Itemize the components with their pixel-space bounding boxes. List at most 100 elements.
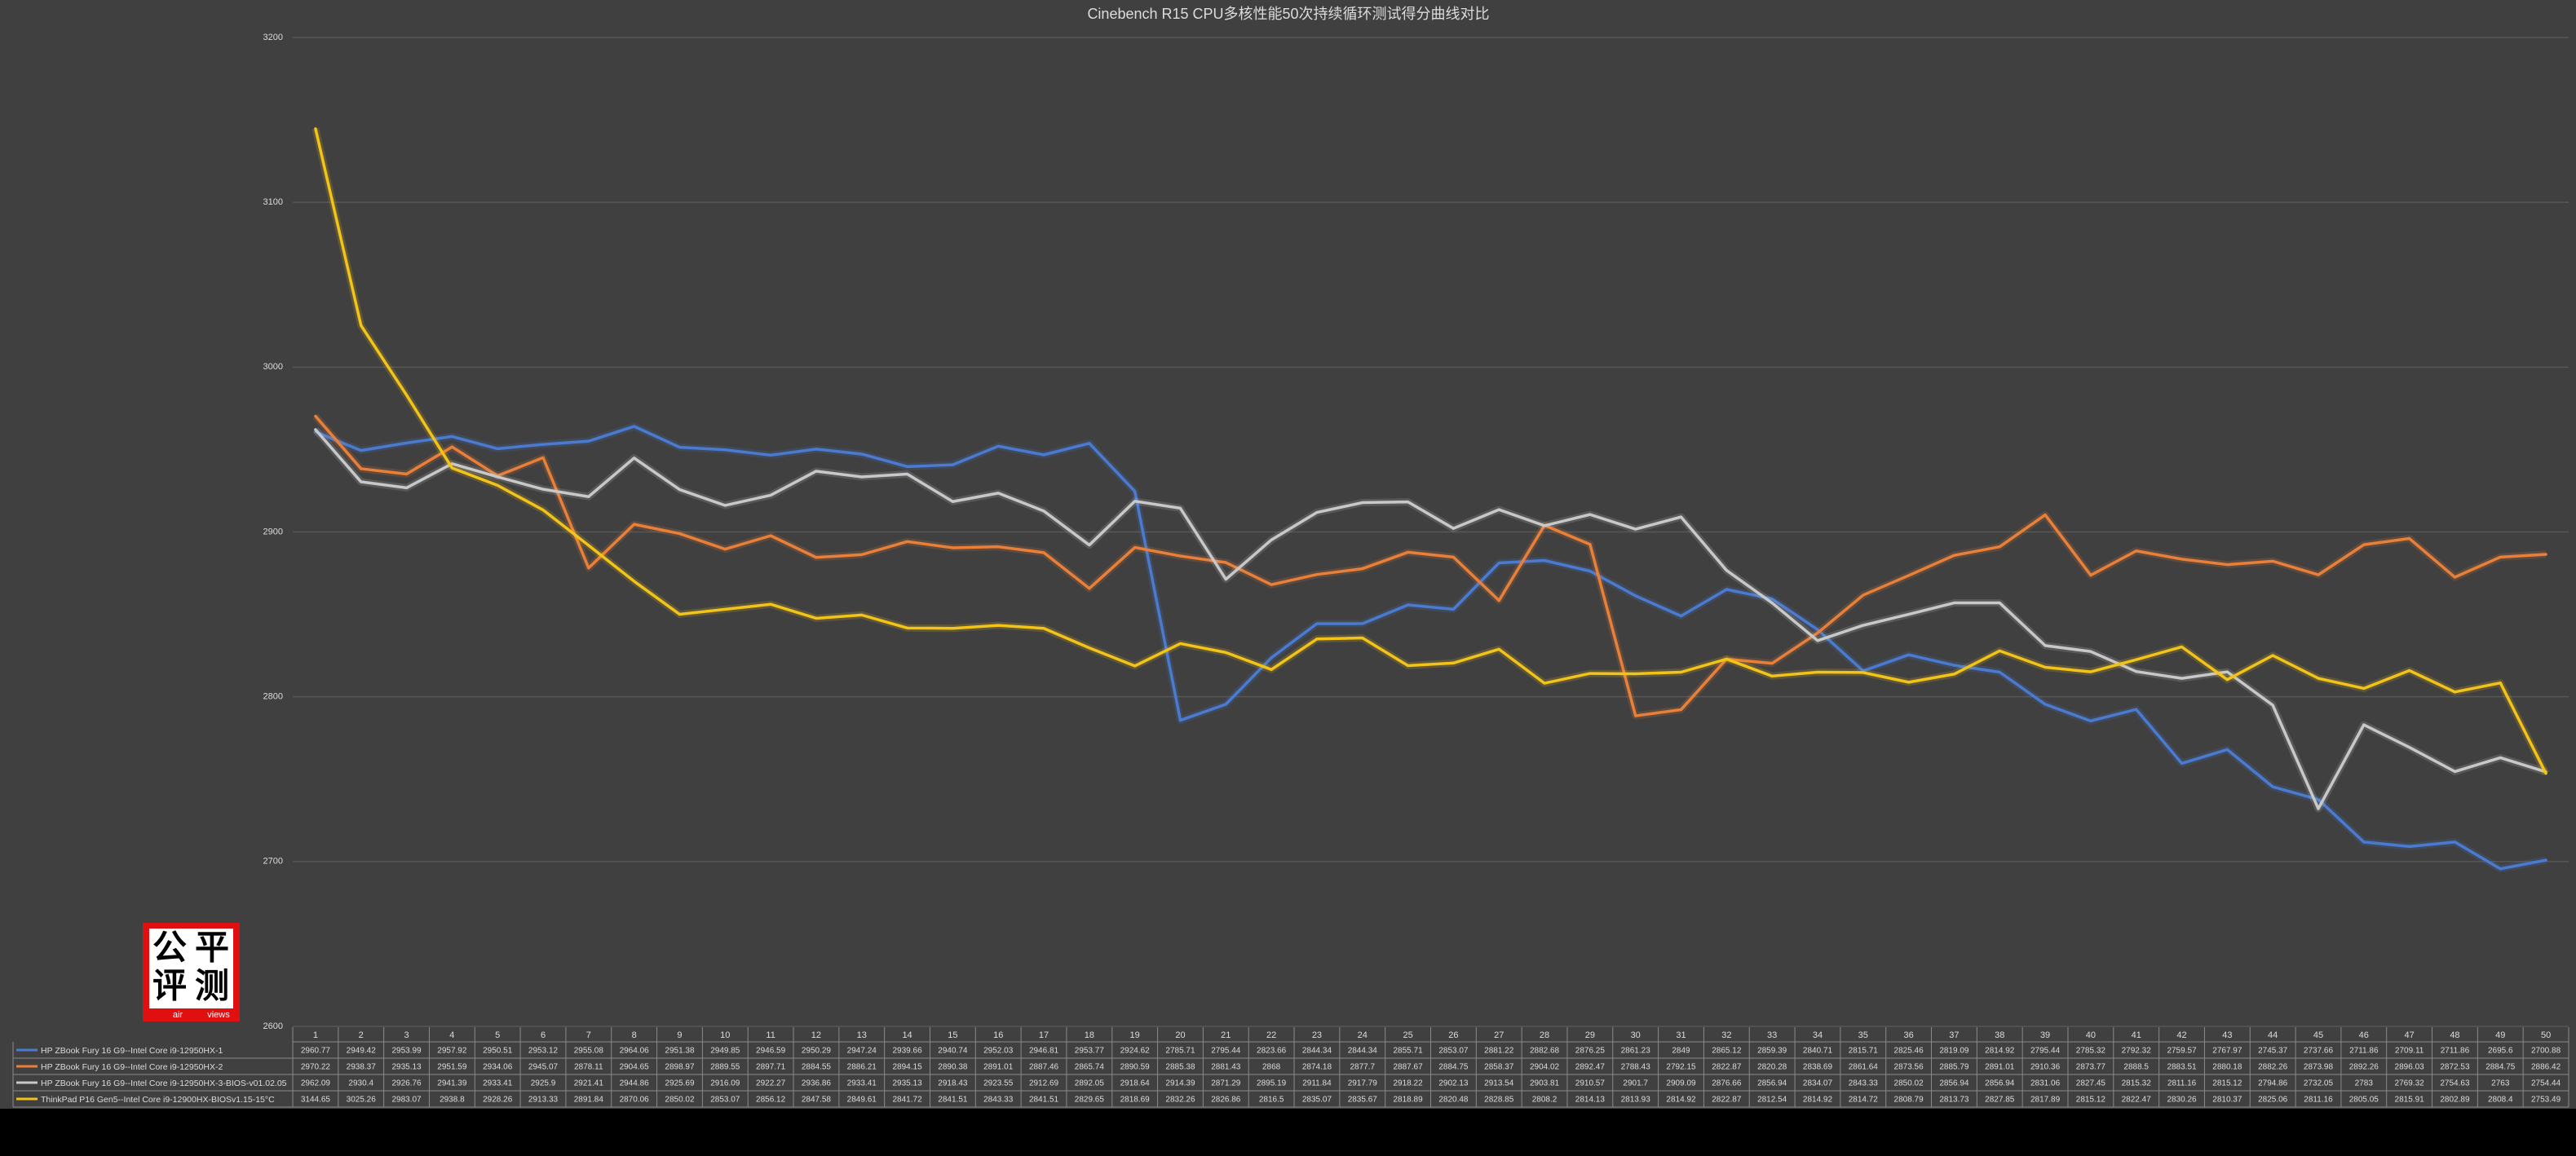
table-value: 2814.92 bbox=[1985, 1047, 2015, 1056]
table-value: 2827.45 bbox=[2076, 1079, 2106, 1088]
table-value: 2856.94 bbox=[1939, 1079, 1969, 1088]
table-value: 2853.07 bbox=[710, 1096, 740, 1105]
x-tick-label: 35 bbox=[1858, 1030, 1868, 1040]
table-value: 2890.59 bbox=[1120, 1063, 1151, 1072]
table-value: 2896.03 bbox=[2395, 1063, 2425, 1072]
table-value: 2909.09 bbox=[1666, 1079, 1696, 1088]
table-value: 2910.36 bbox=[2030, 1063, 2061, 1072]
table-value: 2861.64 bbox=[1849, 1063, 1879, 1072]
x-tick-label: 39 bbox=[2040, 1030, 2050, 1040]
table-value: 2815.12 bbox=[2076, 1096, 2106, 1105]
table-value: 2881.43 bbox=[1211, 1063, 1241, 1072]
table-value: 2794.86 bbox=[2258, 1079, 2288, 1088]
table-value: 2843.33 bbox=[1849, 1079, 1879, 1088]
table-value: 2934.06 bbox=[483, 1063, 513, 1072]
table-value: 2820.48 bbox=[1438, 1096, 1469, 1105]
table-value: 2939.66 bbox=[892, 1047, 922, 1056]
table-value: 2769.32 bbox=[2395, 1079, 2425, 1088]
x-tick-label: 43 bbox=[2222, 1030, 2232, 1040]
table-value: 2874.18 bbox=[1302, 1063, 1332, 1072]
table-value: 2884.75 bbox=[2485, 1063, 2516, 1072]
table-value: 2745.37 bbox=[2258, 1047, 2288, 1056]
y-tick-label: 2800 bbox=[263, 692, 283, 702]
legend-label: ThinkPad P16 Gen5--Intel Core i9-12900HX… bbox=[41, 1095, 275, 1105]
table-value: 2885.38 bbox=[1165, 1063, 1195, 1072]
table-value: 2709.11 bbox=[2395, 1047, 2424, 1056]
table-value: 2785.32 bbox=[2076, 1047, 2106, 1056]
table-value: 2887.46 bbox=[1029, 1063, 1059, 1072]
table-value: 2924.62 bbox=[1120, 1047, 1151, 1056]
table-value: 2853.07 bbox=[1438, 1047, 1469, 1056]
x-tick-label: 10 bbox=[720, 1030, 730, 1040]
table-value: 2881.22 bbox=[1484, 1047, 1514, 1056]
table-value: 2827.85 bbox=[1985, 1096, 2015, 1105]
x-tick-label: 20 bbox=[1175, 1030, 1185, 1040]
table-value: 2949.85 bbox=[710, 1047, 740, 1056]
table-value: 2856.94 bbox=[1757, 1079, 1787, 1088]
table-value: 2767.97 bbox=[2212, 1047, 2242, 1056]
table-value: 2868 bbox=[1262, 1063, 1281, 1072]
x-tick-label: 14 bbox=[902, 1030, 912, 1040]
table-value: 2850.02 bbox=[665, 1096, 695, 1105]
logo-char: 评 bbox=[152, 966, 187, 1006]
table-value: 2983.07 bbox=[391, 1096, 422, 1105]
table-value: 2904.65 bbox=[620, 1063, 650, 1072]
y-tick-label: 2600 bbox=[263, 1021, 283, 1031]
table-value: 2808.2 bbox=[1532, 1096, 1558, 1105]
table-value: 2970.22 bbox=[301, 1063, 331, 1072]
table-value: 2917.79 bbox=[1348, 1079, 1378, 1088]
series-line bbox=[314, 127, 2547, 775]
logo-caption: air bbox=[173, 1010, 183, 1020]
logo: 公 平 评 测 air views bbox=[143, 923, 240, 1021]
legend-label: HP ZBook Fury 16 G9--Intel Core i9-12950… bbox=[41, 1079, 287, 1088]
table-value: 2855.71 bbox=[1394, 1047, 1424, 1056]
table-value: 2825.46 bbox=[1894, 1047, 1924, 1056]
table-value: 2811.16 bbox=[2304, 1096, 2333, 1105]
table-value: 2947.24 bbox=[847, 1047, 877, 1056]
table-value: 2818.69 bbox=[1120, 1096, 1151, 1105]
table-value: 2861.23 bbox=[1621, 1047, 1651, 1056]
table-value: 2788.43 bbox=[1621, 1063, 1651, 1072]
table-value: 2754.44 bbox=[2531, 1079, 2561, 1088]
table-value: 2944.86 bbox=[620, 1079, 650, 1088]
x-tick-label: 11 bbox=[766, 1030, 775, 1040]
x-tick-label: 25 bbox=[1403, 1030, 1412, 1040]
table-value: 2921.41 bbox=[574, 1079, 604, 1088]
x-tick-label: 23 bbox=[1312, 1030, 1322, 1040]
table-value: 2930.4 bbox=[348, 1079, 373, 1088]
x-tick-label: 19 bbox=[1130, 1030, 1140, 1040]
table-value: 2892.26 bbox=[2349, 1063, 2379, 1072]
x-tick-label: 13 bbox=[857, 1030, 867, 1040]
table-value: 2892.05 bbox=[1075, 1079, 1105, 1088]
x-tick-label: 15 bbox=[948, 1030, 957, 1040]
table-value: 2889.55 bbox=[710, 1063, 740, 1072]
table-value: 2859.39 bbox=[1757, 1047, 1787, 1056]
x-tick-label: 9 bbox=[677, 1030, 682, 1040]
table-value: 2763 bbox=[2491, 1079, 2510, 1088]
table-value: 2822.47 bbox=[2122, 1096, 2152, 1105]
table-value: 2841.51 bbox=[1029, 1096, 1059, 1105]
table-value: 2916.09 bbox=[710, 1079, 740, 1088]
table-value: 2886.42 bbox=[2531, 1063, 2561, 1072]
table-value: 2882.68 bbox=[1530, 1047, 1560, 1056]
x-tick-label: 5 bbox=[495, 1030, 500, 1040]
table-value: 2950.29 bbox=[802, 1047, 832, 1056]
x-tick-label: 18 bbox=[1085, 1030, 1094, 1040]
table-value: 2925.9 bbox=[531, 1079, 556, 1088]
table-value: 2835.67 bbox=[1348, 1096, 1378, 1105]
table-value: 2897.71 bbox=[756, 1063, 786, 1072]
table-value: 2822.87 bbox=[1712, 1063, 1742, 1072]
x-tick-label: 44 bbox=[2268, 1030, 2278, 1040]
table-value: 2843.33 bbox=[983, 1096, 1014, 1105]
logo-inner bbox=[149, 929, 233, 1008]
x-tick-label: 38 bbox=[1995, 1030, 2004, 1040]
x-tick-label: 27 bbox=[1494, 1030, 1504, 1040]
table-value: 2865.74 bbox=[1075, 1063, 1105, 1072]
table-value: 2911.84 bbox=[1302, 1079, 1332, 1088]
x-tick-label: 41 bbox=[2132, 1030, 2141, 1040]
table-value: 2849.61 bbox=[847, 1096, 877, 1105]
table-value: 2826.86 bbox=[1211, 1096, 1241, 1105]
table-value: 2882.26 bbox=[2258, 1063, 2288, 1072]
table-value: 2829.65 bbox=[1075, 1096, 1105, 1105]
x-tick-label: 3 bbox=[404, 1030, 409, 1040]
